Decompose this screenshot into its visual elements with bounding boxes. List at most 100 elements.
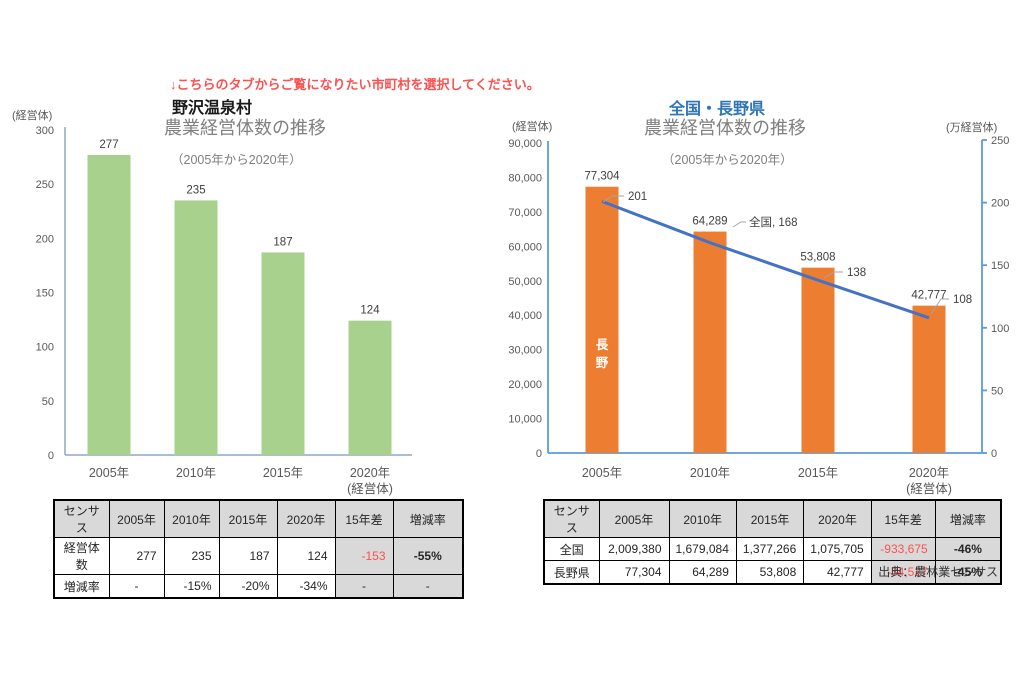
- y-tick-label: 150: [36, 288, 54, 300]
- bar-series-label: 野: [596, 356, 609, 370]
- bar-value-label: 53,808: [800, 252, 835, 264]
- bar-2005年: [585, 186, 619, 454]
- right-y-tick-label: 0: [991, 448, 997, 460]
- x-tick-label: 2020年: [909, 466, 949, 480]
- col-header: 15年差: [870, 499, 936, 538]
- row-label: 全国: [543, 537, 600, 561]
- y-tick-label: 90,000: [508, 138, 542, 150]
- x-tick-label: 2005年: [89, 466, 129, 480]
- table-header-row: センサス 2005年 2010年 2015年 2020年 15年差 増減率: [543, 499, 1002, 538]
- bar-2010年: [693, 231, 727, 453]
- x-unit-label: (経営体): [906, 482, 952, 496]
- line-value-label: 全国, 168: [749, 215, 798, 229]
- cell: 235: [163, 537, 220, 575]
- bar-value-label: 187: [273, 236, 292, 248]
- cell-change-rate: -46%: [934, 537, 1002, 561]
- x-tick-label: 2010年: [690, 466, 730, 480]
- line-value-label: 108: [953, 294, 972, 306]
- col-header: 15年差: [334, 499, 394, 538]
- y-tick-label: 20,000: [508, 379, 542, 391]
- cell: 187: [218, 537, 278, 575]
- cell: 124: [276, 537, 336, 575]
- nozawa-table: センサス 2005年 2010年 2015年 2020年 15年差 増減率 経営…: [53, 499, 464, 599]
- col-header: 2005年: [598, 499, 670, 538]
- cell: 1,679,084: [668, 537, 737, 561]
- y-tick-label: 60,000: [508, 241, 542, 253]
- cell-15yr-diff: -: [334, 574, 394, 599]
- table-row: 全国 2,009,380 1,679,084 1,377,266 1,075,7…: [543, 537, 1002, 561]
- col-header: 2010年: [668, 499, 737, 538]
- right-chart-heading: 全国・長野県: [669, 101, 766, 118]
- row-label: 長野県: [543, 560, 600, 585]
- cell: -15%: [163, 574, 220, 599]
- cell-change-rate: -55%: [392, 537, 464, 575]
- y-tick-label: 250: [36, 179, 54, 191]
- y-tick-label: 80,000: [508, 172, 542, 184]
- col-header: センサス: [543, 499, 600, 538]
- cell-15yr-diff: -34,527: [870, 560, 936, 585]
- table-row: 経営体数 277 235 187 124 -153 -55%: [53, 537, 464, 575]
- col-header: 2005年: [108, 499, 165, 538]
- y-tick-label: 0: [48, 450, 54, 462]
- x-tick-label: 2020年: [350, 466, 390, 480]
- bar-2015年: [801, 267, 835, 453]
- left-chart-heading: 野沢温泉村: [172, 100, 253, 117]
- cell: -: [108, 574, 165, 599]
- data-label-leader: [602, 195, 624, 203]
- x-tick-label: 2015年: [263, 466, 303, 480]
- bar-value-label: 42,777: [911, 290, 946, 302]
- col-header: 2015年: [218, 499, 278, 538]
- national-line-series: [601, 199, 930, 320]
- cell: -34%: [276, 574, 336, 599]
- line-value-label: 138: [847, 267, 866, 279]
- cell-15yr-diff: -153: [334, 537, 394, 575]
- y-tick-label: 70,000: [508, 207, 542, 219]
- cell: 1,377,266: [735, 537, 805, 561]
- right-y-tick-label: 200: [991, 198, 1009, 210]
- y-tick-label: 50,000: [508, 276, 542, 288]
- bar-value-label: 277: [99, 139, 118, 151]
- col-header: 2020年: [803, 499, 872, 538]
- right-chart-subtitle: （2005年から2020年）: [662, 153, 793, 167]
- source-note: 出典：農林業センサス: [878, 565, 998, 579]
- col-header: 2010年: [163, 499, 220, 538]
- bar-2020年: [912, 305, 946, 453]
- bar-value-label: 77,304: [584, 171, 620, 183]
- col-header: 増減率: [392, 499, 464, 538]
- row-label: 増減率: [53, 574, 110, 599]
- right-y-tick-label: 250: [991, 135, 1009, 147]
- tab-select-notice: ↓こちらのタブからご覧になりたい市町村を選択してください。: [170, 77, 540, 92]
- bar-2015年: [261, 252, 305, 455]
- x-tick-label: 2005年: [582, 466, 622, 480]
- y-tick-label: 200: [36, 233, 54, 245]
- x-tick-label: 2010年: [176, 466, 216, 480]
- cell: 277: [108, 537, 165, 575]
- bar-2005年: [87, 154, 131, 455]
- bar-value-label: 124: [360, 305, 380, 317]
- data-label-leader: [930, 298, 949, 315]
- y-unit-label: (経営体): [12, 108, 52, 122]
- x-tick-label: 2015年: [798, 466, 838, 480]
- cell-15yr-diff: -933,675: [870, 537, 936, 561]
- col-header: 増減率: [934, 499, 1002, 538]
- table-row: 長野県 77,304 64,289 53,808 42,777 -34,527 …: [543, 560, 1002, 585]
- data-label-leader: [823, 271, 843, 279]
- bar-2010年: [174, 200, 218, 455]
- table-row: 増減率 - -15% -20% -34% - -: [53, 574, 464, 599]
- cell: 2,009,380: [598, 537, 670, 561]
- left-chart-subtitle: （2005年から2020年）: [171, 153, 302, 167]
- right-y-tick-label: 150: [991, 260, 1009, 272]
- cell: 64,289: [668, 560, 737, 585]
- bar-value-label: 235: [186, 184, 205, 196]
- left-chart-title: 農業経営体数の推移: [164, 118, 326, 138]
- cell: 77,304: [598, 560, 670, 585]
- right-y-tick-label: 100: [991, 323, 1009, 335]
- line-value-label: 201: [628, 191, 647, 203]
- y-tick-label: 50: [42, 396, 54, 408]
- right-y-unit-label: (万経営体): [946, 120, 997, 134]
- data-label-leader: [732, 221, 746, 228]
- y-tick-label: 100: [36, 342, 54, 354]
- right-y-tick-label: 50: [991, 385, 1003, 397]
